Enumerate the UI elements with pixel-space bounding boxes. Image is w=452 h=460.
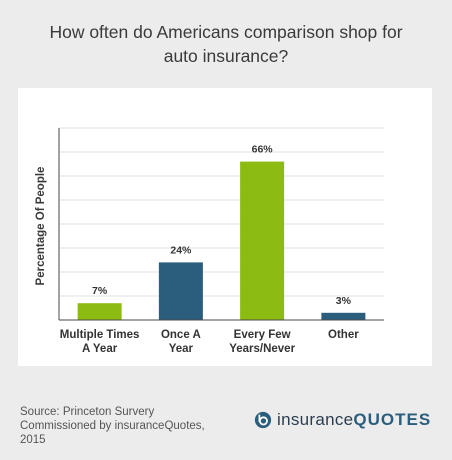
y-axis-label: Percentage Of People [35, 167, 47, 286]
bar [240, 161, 285, 320]
bar [158, 262, 203, 320]
bar-value-label: 66% [252, 144, 274, 156]
bar [77, 303, 122, 320]
category-label: Once A [161, 329, 201, 341]
chart-panel: Percentage Of People 7% Multiple Times A Y… [18, 88, 432, 366]
category-label: Year [169, 343, 194, 355]
category-label: Multiple Times [60, 329, 140, 341]
bar [321, 312, 366, 320]
category-label: Years/Never [229, 343, 295, 355]
bars: 7% Multiple Times A Year 24% Once A Year 66% Ev… [60, 144, 366, 355]
category-label: Other [328, 329, 359, 341]
bar-chart: Percentage Of People 7% Multiple Times A Y… [35, 127, 384, 355]
bar-value-label: 24% [170, 244, 192, 256]
brand-name: insuranceQUOTES [277, 410, 431, 430]
grid-lines [59, 127, 384, 297]
brand-logo: insuranceQUOTES [254, 409, 431, 431]
bar-value-label: 3% [336, 295, 352, 307]
source-note: Source: Princeton Survery Commissioned b… [20, 406, 205, 446]
brand-name-part1: insurance [277, 410, 354, 429]
brand-name-part2: QUOTES [353, 410, 432, 429]
category-label: Every Few [234, 329, 291, 341]
chart-title: How often do Americans comparison shop f… [49, 22, 403, 66]
insurancequotes-logo-icon [254, 411, 272, 429]
category-label: A Year [82, 343, 118, 355]
bar-value-label: 7% [92, 285, 108, 297]
